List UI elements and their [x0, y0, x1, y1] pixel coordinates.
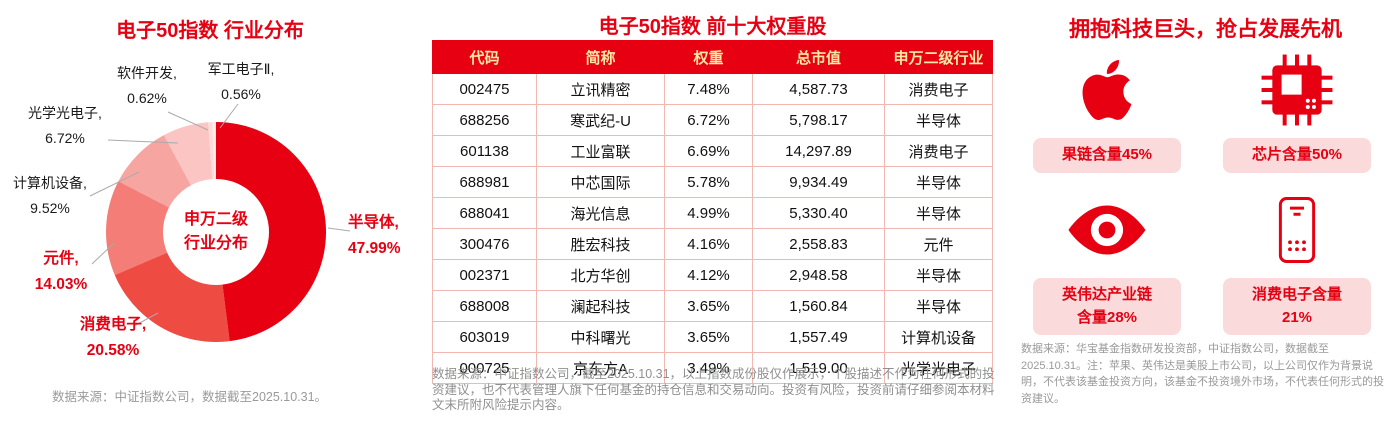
- tech-highlights-footnote: 数据来源：华宝基金指数研发投资部，中证指数公司，数据截至2025.10.31。注…: [1021, 343, 1384, 405]
- chip-icon: [1260, 46, 1334, 134]
- table-row: 688008 澜起科技 3.65% 1,560.84 半导体: [432, 290, 993, 322]
- table-cell: 5.78%: [664, 166, 753, 198]
- table-cell: 1,519.00: [752, 352, 885, 384]
- nvidia-logo-icon: [1065, 186, 1149, 274]
- top-weights-title: 电子50指数 前十大权重股: [430, 10, 995, 43]
- col-header-code: 代码: [432, 40, 537, 74]
- table-row: 688256 寒武纪-U 6.72% 5,798.17 半导体: [432, 104, 993, 136]
- table-cell: 京东方A: [536, 352, 665, 384]
- table-cell: 688041: [432, 197, 537, 229]
- table-cell: 6.69%: [664, 135, 753, 167]
- pie-label-computer-equipment: 计算机设备, 9.52%: [13, 175, 87, 216]
- table-row: 688041 海光信息 4.99% 5,330.40 半导体: [432, 197, 993, 229]
- table-cell: 688256: [432, 104, 537, 136]
- tech-highlights-panel: 拥抱科技巨头，抢占发展先机 果链含量45%: [1015, 0, 1396, 425]
- card-apple-chain: 果链含量45%: [1021, 46, 1193, 173]
- table-cell: 4.99%: [664, 197, 753, 229]
- table-cell: 601138: [432, 135, 537, 167]
- table-cell: 海光信息: [536, 197, 665, 229]
- col-header-industry: 申万二级行业: [884, 40, 993, 74]
- table-row: 000725 京东方A 3.49% 1,519.00 光学光电子: [432, 352, 993, 384]
- pie-label-military-electronics: 军工电子Ⅱ, 0.56%: [207, 61, 275, 102]
- table-cell: 工业富联: [536, 135, 665, 167]
- table-cell: 立讯精密: [536, 73, 665, 105]
- top-weights-title-text: 电子50指数 前十大权重股: [598, 16, 827, 43]
- table-cell: 5,330.40: [752, 197, 885, 229]
- industry-panel-source: 数据来源：中证指数公司，数据截至2025.10.31。: [52, 390, 328, 404]
- table-cell: 000725: [432, 352, 537, 384]
- table-cell: 半导体: [884, 290, 993, 322]
- table-row: 002475 立讯精密 7.48% 4,587.73 消费电子: [432, 73, 993, 105]
- table-cell: 半导体: [884, 166, 993, 198]
- table-cell: 3.65%: [664, 290, 753, 322]
- table-cell: 2,558.83: [752, 228, 885, 260]
- donut-center-label: 申万二级 行业分布: [163, 179, 269, 285]
- table-cell: 光学光电子: [884, 352, 993, 384]
- table-cell: 北方华创: [536, 259, 665, 291]
- consumer-electronics-label: 消费电子含量 21%: [1223, 278, 1371, 335]
- industry-distribution-panel: 电子50指数 行业分布 申万二级 行业分布 半导体, 47.99% 消费电子, …: [0, 0, 430, 425]
- table-cell: 1,557.49: [752, 321, 885, 353]
- table-cell: 14,297.89: [752, 135, 885, 167]
- table-cell: 4.16%: [664, 228, 753, 260]
- table-cell: 澜起科技: [536, 290, 665, 322]
- table-cell: 9,934.49: [752, 166, 885, 198]
- phone-icon: [1276, 186, 1318, 274]
- card-consumer-electronics: 消费电子含量 21%: [1211, 186, 1383, 335]
- apple-chain-label: 果链含量45%: [1033, 138, 1181, 173]
- table-cell: 消费电子: [884, 135, 993, 167]
- table-cell: 胜宏科技: [536, 228, 665, 260]
- card-nvidia-chain: 英伟达产业链 含量28%: [1021, 186, 1193, 335]
- table-row: 002371 北方华创 4.12% 2,948.58 半导体: [432, 259, 993, 291]
- table-row: 603019 中科曙光 3.65% 1,557.49 计算机设备: [432, 321, 993, 353]
- table-cell: 002371: [432, 259, 537, 291]
- nvidia-chain-label: 英伟达产业链 含量28%: [1033, 278, 1181, 335]
- col-header-weight: 权重: [664, 40, 753, 74]
- industry-panel-title: 电子50指数 行业分布: [116, 20, 304, 42]
- pie-label-consumer-electronics: 消费电子, 20.58%: [79, 316, 147, 360]
- table-cell: 7.48%: [664, 73, 753, 105]
- table-row: 601138 工业富联 6.69% 14,297.89 消费电子: [432, 135, 993, 167]
- chip-content-label: 芯片含量50%: [1223, 138, 1371, 173]
- apple-logo-icon: [1077, 46, 1137, 134]
- table-header-row: 代码 简称 权重 总市值 申万二级行业: [432, 40, 993, 74]
- pie-label-components: 元件, 14.03%: [34, 250, 88, 294]
- table-cell: 半导体: [884, 197, 993, 229]
- tech-highlights-title: 拥抱科技巨头，抢占发展先机: [1069, 18, 1342, 41]
- table-cell: 2,948.58: [752, 259, 885, 291]
- table-cell: 消费电子: [884, 73, 993, 105]
- table-cell: 688981: [432, 166, 537, 198]
- table-cell: 中科曙光: [536, 321, 665, 353]
- table-cell: 3.65%: [664, 321, 753, 353]
- col-header-marketcap: 总市值: [752, 40, 885, 74]
- table-cell: 4.12%: [664, 259, 753, 291]
- pie-label-semiconductor: 半导体, 47.99%: [348, 214, 401, 258]
- weights-footnote: 数据来源：中证指数公司，截至2025.10.31，以上指数成份股仅作展示，个股描…: [432, 367, 995, 413]
- table-cell: 寒武纪-U: [536, 104, 665, 136]
- table-cell: 4,587.73: [752, 73, 885, 105]
- table-cell: 计算机设备: [884, 321, 993, 353]
- table-cell: 002475: [432, 73, 537, 105]
- table-cell: 中芯国际: [536, 166, 665, 198]
- table-cell: 603019: [432, 321, 537, 353]
- table-cell: 300476: [432, 228, 537, 260]
- pie-label-optoelectronics: 光学光电子, 6.72%: [28, 105, 102, 146]
- table-cell: 6.72%: [664, 104, 753, 136]
- pie-label-software-dev: 软件开发, 0.62%: [117, 65, 177, 106]
- weights-table-body: 002475 立讯精密 7.48% 4,587.73 消费电子 688256 寒武纪-U 6.…: [432, 73, 993, 384]
- col-header-name: 简称: [536, 40, 665, 74]
- card-chip-content: 芯片含量50%: [1211, 46, 1383, 173]
- top-weights-panel: 电子50指数 前十大权重股 代码 简称 权重 总市值 申万二级行业 002475…: [430, 0, 1015, 425]
- table-cell: 半导体: [884, 259, 993, 291]
- table-cell: 688008: [432, 290, 537, 322]
- table-row: 688981 中芯国际 5.78% 9,934.49 半导体: [432, 166, 993, 198]
- table-cell: 3.49%: [664, 352, 753, 384]
- table-row: 300476 胜宏科技 4.16% 2,558.83 元件: [432, 228, 993, 260]
- table-cell: 半导体: [884, 104, 993, 136]
- table-cell: 1,560.84: [752, 290, 885, 322]
- weights-table: 代码 简称 权重 总市值 申万二级行业 002475 立讯精密 7.48% 4,587…: [432, 40, 993, 384]
- table-cell: 元件: [884, 228, 993, 260]
- table-cell: 5,798.17: [752, 104, 885, 136]
